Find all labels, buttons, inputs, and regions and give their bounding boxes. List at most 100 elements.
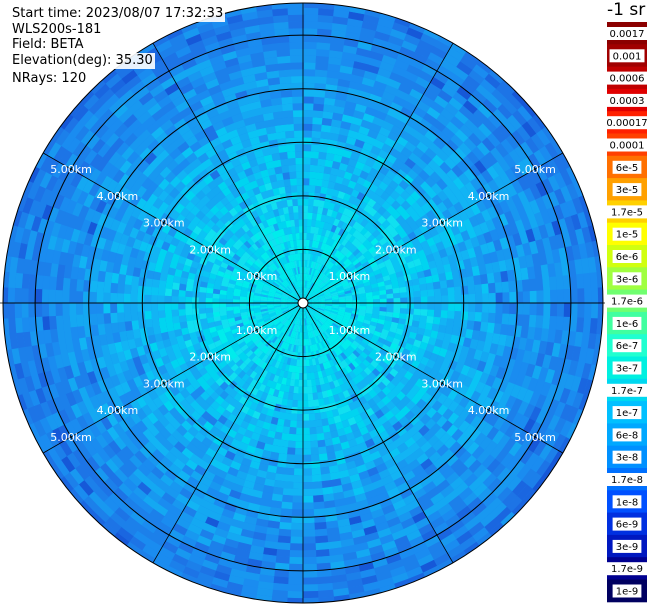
radar-gate: [306, 281, 309, 288]
radar-gate: [237, 227, 247, 236]
radar-gate: [218, 249, 228, 258]
radar-gate: [344, 365, 353, 374]
radar-gate: [292, 344, 297, 353]
radar-gate: [311, 304, 319, 308]
radar-gate: [301, 584, 319, 592]
radar-gate: [323, 289, 330, 294]
radar-gate: [311, 130, 322, 139]
radar-gate: [249, 370, 258, 379]
radar-gate: [279, 193, 288, 201]
radar-gate: [349, 342, 358, 351]
radar-gate: [316, 309, 324, 314]
radar-gate: [298, 287, 301, 295]
radar-gate: [218, 237, 228, 246]
radar-gate: [298, 311, 302, 319]
radar-gate: [362, 250, 371, 258]
radar-gate: [467, 285, 476, 295]
radar-gate: [300, 280, 303, 288]
radar-gate: [336, 406, 346, 416]
radar-gate: [311, 306, 318, 310]
radar-gate: [287, 336, 292, 344]
radar-gate: [138, 319, 147, 329]
radar-gate: [261, 289, 269, 294]
radar-gate: [35, 301, 43, 317]
radar-gate: [316, 213, 323, 222]
radar-gate: [240, 267, 249, 275]
radar-gate: [411, 320, 420, 328]
radar-gate: [316, 292, 324, 297]
radar-gate: [312, 337, 317, 345]
radar-gate: [385, 372, 395, 383]
radar-gate: [360, 218, 369, 228]
radar-gate: [253, 305, 261, 309]
radar-gate: [236, 277, 244, 284]
radar-gate: [312, 494, 324, 503]
radar-gate: [171, 302, 179, 310]
radar-gate: [308, 309, 315, 315]
radar-gate: [291, 330, 296, 338]
radar-gate: [110, 292, 118, 303]
radar-gate: [299, 273, 302, 281]
radar-gate: [302, 386, 308, 394]
radar-gate: [272, 410, 280, 419]
radar-gate: [294, 137, 304, 145]
radar-gate: [322, 288, 330, 293]
radar-gate: [306, 318, 309, 325]
radar-gate: [311, 323, 315, 331]
radar-gate: [327, 271, 334, 278]
radar-gate: [550, 289, 558, 304]
radar-gate: [274, 308, 282, 312]
radar-gate: [327, 328, 334, 335]
radar-gate: [277, 236, 284, 244]
radar-gate: [334, 281, 342, 287]
radar-gate: [493, 271, 502, 284]
radar-gate: [264, 281, 272, 287]
radar-gate: [232, 302, 240, 307]
radar-gate: [386, 298, 394, 304]
radar-gate: [255, 192, 264, 202]
radar-gate: [420, 296, 428, 304]
radar-gate: [342, 282, 350, 288]
radar-gate: [331, 350, 338, 358]
radar-gate: [468, 303, 476, 313]
radar-gate: [297, 311, 301, 318]
radar-gate: [279, 76, 293, 84]
radar-gate: [280, 257, 286, 265]
radar-gate: [286, 357, 292, 365]
radar-gate: [313, 329, 318, 337]
radar-gate: [285, 405, 293, 414]
radar-gate: [291, 337, 296, 345]
radar-gate: [294, 274, 298, 282]
radar-gate: [326, 389, 334, 398]
radar-gate: [528, 314, 537, 329]
radar-gate: [293, 267, 297, 275]
radar-gate: [323, 243, 329, 252]
radar-gate: [278, 340, 284, 348]
radar-gate: [297, 205, 304, 213]
radar-gate: [275, 331, 282, 338]
radar-gate: [297, 191, 304, 199]
radar-gate: [303, 116, 314, 124]
radar-gate: [281, 307, 289, 311]
radar-gate: [41, 302, 50, 317]
radar-gate: [286, 584, 303, 592]
radar-gate: [366, 306, 374, 311]
radar-gate: [360, 325, 369, 332]
radar-gate: [151, 310, 159, 319]
radar-gate: [248, 245, 257, 254]
radar-gate: [314, 313, 320, 319]
radar-gate: [216, 343, 225, 352]
radar-gate: [276, 288, 284, 293]
radar-gate: [373, 303, 380, 308]
radar-gate: [224, 220, 234, 230]
radar-gate: [288, 329, 293, 337]
radar-gate: [310, 351, 315, 359]
radar-gate: [287, 298, 295, 302]
radar-gate: [21, 272, 30, 289]
radar-gate: [110, 282, 118, 294]
radar-gate: [324, 321, 331, 328]
radar-gate: [253, 302, 261, 306]
radar-gate: [271, 246, 278, 254]
radar-gate: [246, 360, 255, 369]
radar-gate: [257, 280, 265, 286]
